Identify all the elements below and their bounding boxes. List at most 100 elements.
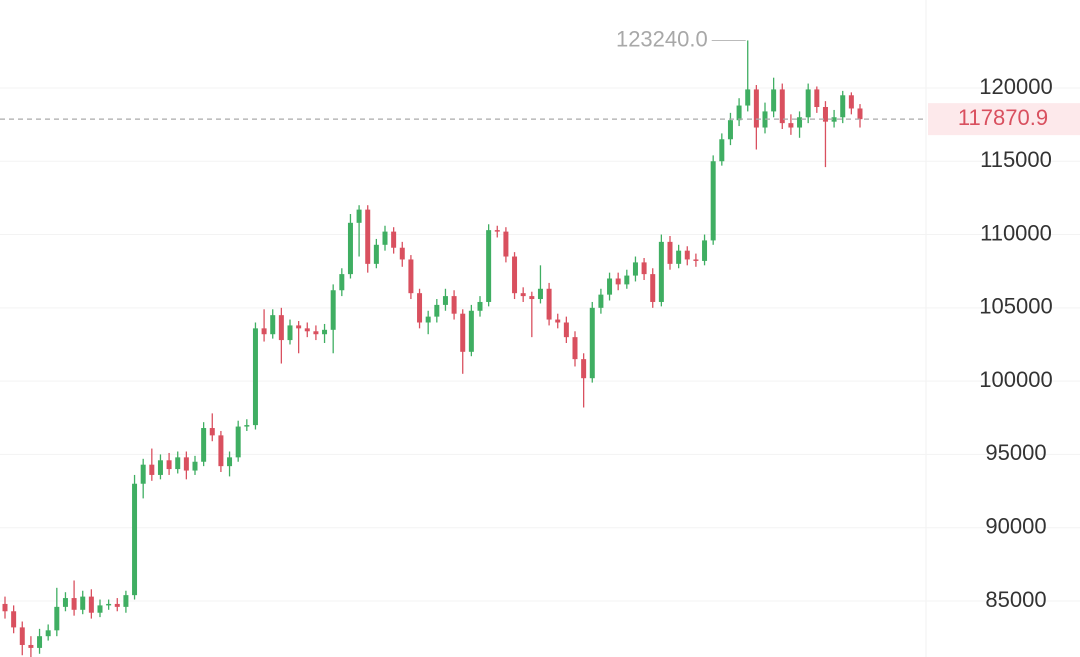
candle-body <box>322 329 328 335</box>
candle-body <box>373 244 379 264</box>
candle-body <box>719 139 725 162</box>
candle-body <box>123 595 129 607</box>
candle-body <box>88 596 94 613</box>
candle-body <box>632 262 638 276</box>
candle-body <box>304 328 310 332</box>
candle-body <box>736 105 742 121</box>
candle-body <box>797 117 803 128</box>
candle-body <box>805 89 811 118</box>
candle-body <box>399 247 405 260</box>
candle-body <box>451 296 457 314</box>
candle-body <box>244 425 250 427</box>
candle-body <box>235 426 241 458</box>
candle-body <box>771 89 777 112</box>
candle-body <box>779 89 785 124</box>
candle-body <box>287 325 293 341</box>
candle-body <box>555 319 561 323</box>
candle-body <box>468 310 474 352</box>
candle-body <box>563 322 569 338</box>
y-tick-label: 90000 <box>985 514 1046 539</box>
candle-body <box>278 315 284 341</box>
candle-body <box>28 644 34 648</box>
candle-body <box>486 230 492 302</box>
candle-body <box>460 313 466 352</box>
candle-body <box>676 250 682 264</box>
candle-body <box>227 457 233 467</box>
candle-body <box>71 598 77 610</box>
candle-body <box>607 278 613 295</box>
max-price-label: 123240.0 <box>616 26 708 51</box>
candle-body <box>650 274 656 302</box>
candle-body <box>382 231 388 245</box>
candle-body <box>417 293 423 323</box>
candle-body <box>149 464 155 475</box>
candle-body <box>667 241 673 264</box>
candle-body <box>37 636 43 648</box>
candle-body <box>658 241 664 302</box>
candle-body <box>97 605 103 613</box>
candle-body <box>442 296 448 305</box>
candle-body <box>175 457 181 470</box>
candle-body <box>848 95 854 109</box>
candle-body <box>2 603 8 612</box>
candle-body <box>831 117 837 122</box>
candle-body <box>589 307 595 379</box>
candle-body <box>702 240 708 261</box>
last-price-label: 117870.9 <box>958 105 1048 130</box>
candle-body <box>598 294 604 308</box>
candle-body <box>201 428 207 462</box>
candle-body <box>140 464 146 484</box>
candle-body <box>114 603 120 607</box>
candle-body <box>529 296 535 300</box>
candle-body <box>546 288 552 320</box>
candle-body <box>857 108 863 120</box>
candle-body <box>132 483 138 596</box>
candle-body <box>840 95 846 118</box>
candle-body <box>745 89 751 106</box>
candle-body <box>391 231 397 248</box>
candle-body <box>157 460 163 475</box>
candle-body <box>581 359 587 379</box>
y-tick-label: 110000 <box>980 220 1052 245</box>
candle-body <box>192 461 198 471</box>
y-tick-label: 100000 <box>979 367 1052 392</box>
candle-body <box>822 107 828 122</box>
candle-body <box>814 89 820 108</box>
candle-body <box>296 325 302 329</box>
candle-body <box>520 293 526 297</box>
candle-body <box>753 89 759 128</box>
candle-body <box>788 123 794 128</box>
candle-body <box>54 606 60 631</box>
candle-body <box>693 259 699 261</box>
candle-body <box>425 316 431 323</box>
candle-body <box>62 598 68 607</box>
y-tick-label: 95000 <box>985 440 1046 465</box>
y-tick-label: 85000 <box>985 587 1046 612</box>
candle-body <box>19 627 25 645</box>
candle-body <box>494 230 500 232</box>
candle-body <box>684 250 690 260</box>
candle-body <box>339 274 345 291</box>
candle-body <box>365 209 371 264</box>
candle-body <box>80 596 86 610</box>
candle-body <box>710 161 716 241</box>
candle-body <box>11 611 17 628</box>
candle-body <box>356 209 362 223</box>
candle-body <box>209 428 215 436</box>
last-price-badge <box>928 103 1080 136</box>
candle-body <box>218 435 224 467</box>
candle-body <box>641 262 647 275</box>
candle-body <box>45 630 51 637</box>
candle-body <box>434 304 440 317</box>
candle-body <box>408 259 414 294</box>
candle-body <box>183 457 189 471</box>
candle-body <box>512 256 518 294</box>
candle-body <box>330 290 336 330</box>
candle-body <box>624 275 630 285</box>
candle-body <box>572 337 578 360</box>
candle-body <box>615 278 621 285</box>
candle-body <box>347 222 353 275</box>
candle-body <box>270 315 276 335</box>
